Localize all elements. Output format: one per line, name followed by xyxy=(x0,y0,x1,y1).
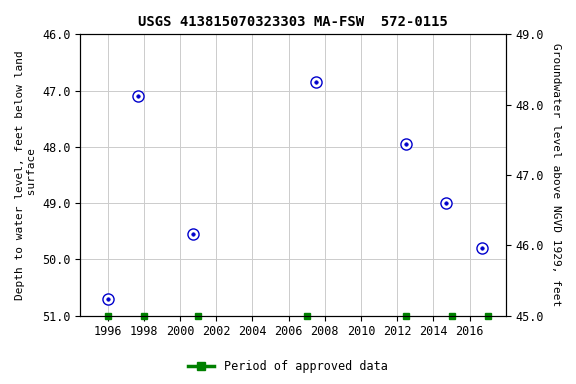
Legend: Period of approved data: Period of approved data xyxy=(184,356,392,378)
Y-axis label: Groundwater level above NGVD 1929, feet: Groundwater level above NGVD 1929, feet xyxy=(551,43,561,306)
Title: USGS 413815070323303 MA-FSW  572-0115: USGS 413815070323303 MA-FSW 572-0115 xyxy=(138,15,448,29)
Y-axis label: Depth to water level, feet below land
 surface: Depth to water level, feet below land su… xyxy=(15,50,37,300)
